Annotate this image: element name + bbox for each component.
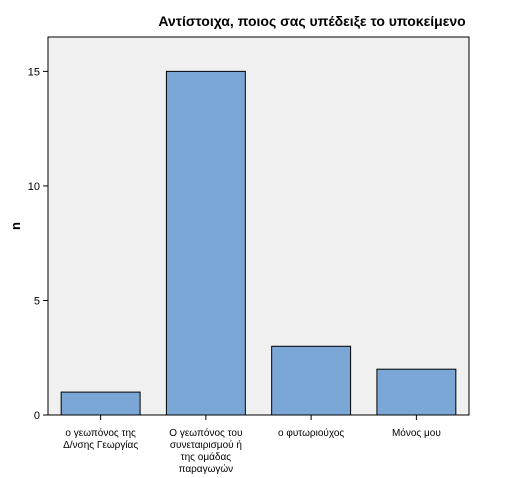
bar xyxy=(165,70,246,416)
y-tick-label: 15 xyxy=(28,66,40,78)
y-tick-label: 5 xyxy=(34,295,40,307)
x-category-label: Μόνος μου xyxy=(392,427,441,439)
x-category-label: Ο γεωπόνος του συνεταιρισμού ή της ομάδας π… xyxy=(169,427,242,475)
x-category-label: ο φυτωριούχος xyxy=(278,427,344,439)
y-axis: 0 5 10 15 xyxy=(28,66,48,422)
x-category-label: ο γεωπόνος της Δ/νσης Γεωργίας xyxy=(63,427,138,451)
y-axis-label: n xyxy=(8,222,23,230)
bar xyxy=(376,368,457,416)
plot-area xyxy=(47,36,470,416)
y-tick-label: 10 xyxy=(28,181,40,193)
chart-title: Αντίστοιχα, ποιος σας υπέδειξε το υποκεί… xyxy=(158,13,465,29)
x-axis: ο γεωπόνος της Δ/νσης Γεωργίας Ο γεωπόνος … xyxy=(63,415,441,475)
y-tick-label: 0 xyxy=(34,410,40,422)
bar xyxy=(271,345,352,416)
bar xyxy=(60,391,141,416)
